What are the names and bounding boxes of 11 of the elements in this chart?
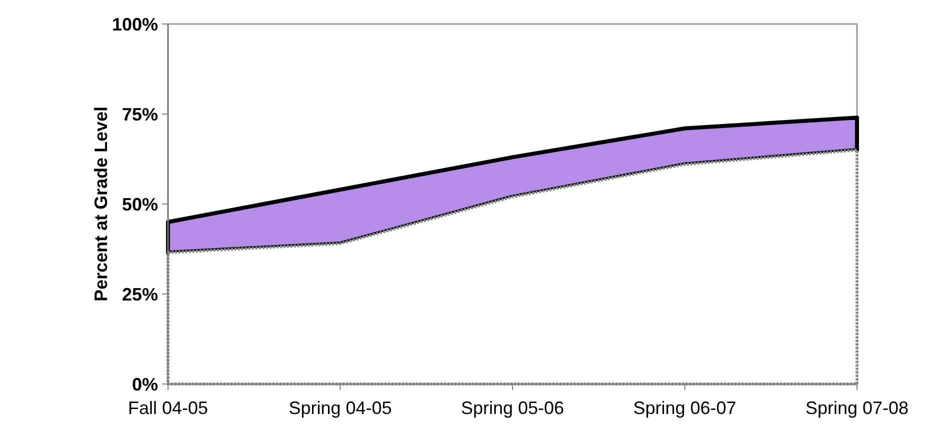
x-tick-label: Spring 06-07: [633, 398, 736, 418]
y-tick-label: 100%: [112, 14, 158, 34]
y-tick-label: 25%: [122, 284, 158, 304]
x-tick-label: Spring 05-06: [460, 398, 564, 418]
x-tick-label: Spring 04-05: [288, 398, 392, 418]
y-axis-title: Percent at Grade Level: [91, 106, 111, 302]
x-tick-label: Spring 07-08: [805, 398, 909, 418]
y-tick-label: 75%: [122, 104, 158, 124]
y-tick-label: 50%: [122, 194, 158, 214]
y-tick-label: 0%: [132, 374, 158, 394]
x-tick-label: Fall 04-05: [128, 398, 208, 418]
